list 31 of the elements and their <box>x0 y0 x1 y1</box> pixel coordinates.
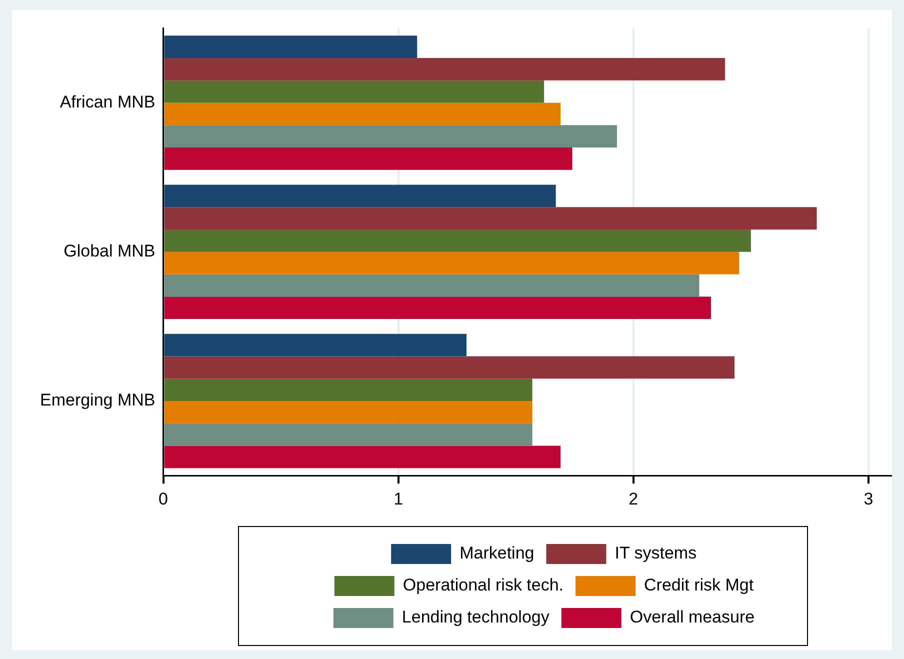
x-tick-label: 3 <box>864 489 874 508</box>
legend-label: Operational risk tech. <box>402 576 564 595</box>
bar <box>164 252 740 274</box>
x-tick-label: 1 <box>394 489 404 508</box>
bar <box>164 102 561 126</box>
bar <box>164 58 726 80</box>
bar <box>164 423 532 446</box>
bar <box>164 148 572 170</box>
legend-label: Lending technology <box>402 608 550 627</box>
bar <box>164 334 467 356</box>
bar <box>164 296 711 320</box>
bar <box>164 356 734 379</box>
bar <box>164 184 556 208</box>
bar <box>164 274 700 297</box>
bar <box>164 446 561 468</box>
x-tick-label: 2 <box>628 489 638 508</box>
bar <box>164 80 544 103</box>
x-tick-label: 0 <box>158 489 168 508</box>
y-tick-label: Global MNB <box>64 242 156 261</box>
bar <box>164 378 532 402</box>
bar <box>164 401 532 424</box>
bar <box>164 207 817 230</box>
y-tick-label: Emerging MNB <box>40 390 156 410</box>
bar <box>164 125 617 148</box>
bar <box>164 230 751 252</box>
bar <box>164 36 418 58</box>
legend-label: Credit risk Mgt <box>644 576 754 595</box>
y-tick-label: African MNB <box>60 92 156 112</box>
legend-label: Overall measure <box>630 608 755 627</box>
legend-label: IT systems <box>614 544 697 563</box>
legend-label: Marketing <box>460 544 534 563</box>
